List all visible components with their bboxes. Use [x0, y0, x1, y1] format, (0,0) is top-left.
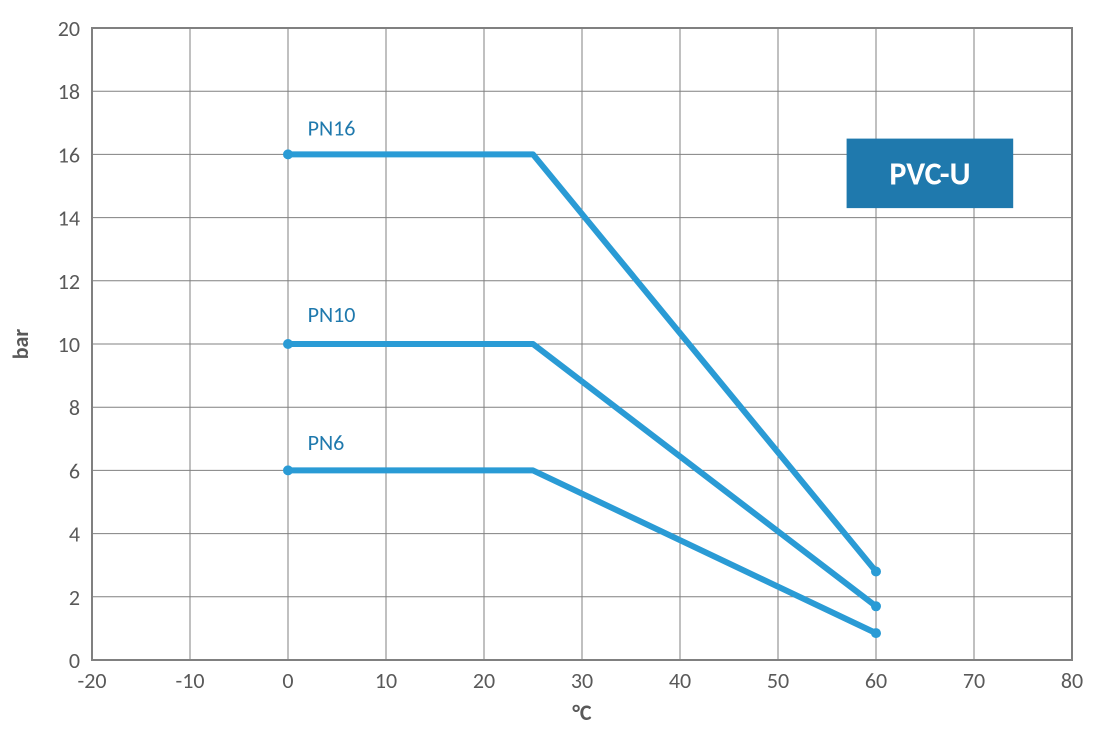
series-marker-end-pn10 — [871, 601, 881, 611]
y-tick-label: 0 — [69, 647, 80, 674]
y-tick-label: 16 — [58, 141, 80, 168]
series-label-pn10: PN10 — [308, 301, 356, 328]
y-tick-label: 4 — [69, 521, 80, 548]
x-tick-label: 10 — [375, 667, 397, 694]
y-tick-label: 12 — [58, 268, 80, 295]
y-tick-label: 6 — [69, 457, 80, 484]
series-marker-start-pn10 — [283, 339, 293, 349]
y-tick-label: 8 — [69, 394, 80, 421]
series-marker-start-pn16 — [283, 149, 293, 159]
series-marker-start-pn6 — [283, 465, 293, 475]
pressure-temperature-chart: -20 -10 0 10 20 30 40 50 60 70 80 0 2 4 6 8 10 12 14 16 18 20… — [0, 0, 1098, 729]
series-label-pn16: PN16 — [308, 114, 356, 141]
y-axis-label: bar — [7, 329, 34, 360]
x-tick-label: 80 — [1061, 667, 1083, 694]
x-tick-label: -20 — [77, 667, 106, 694]
x-tick-label: 60 — [865, 667, 887, 694]
x-tick-label: 30 — [571, 667, 593, 694]
x-tick-label: 50 — [767, 667, 789, 694]
x-tick-label: 20 — [473, 667, 495, 694]
legend-text: PVC-U — [889, 154, 970, 193]
x-tick-label: 0 — [282, 667, 293, 694]
y-tick-label: 18 — [58, 78, 80, 105]
x-axis-label: °C — [572, 699, 592, 726]
series-marker-end-pn6 — [871, 628, 881, 638]
y-tick-label: 10 — [58, 331, 80, 358]
series-marker-end-pn16 — [871, 567, 881, 577]
series-label-pn6: PN6 — [308, 429, 345, 456]
y-tick-label: 14 — [58, 205, 80, 232]
x-tick-label: 40 — [669, 667, 691, 694]
y-tick-label: 20 — [58, 15, 80, 42]
chart-container: -20 -10 0 10 20 30 40 50 60 70 80 0 2 4 6 8 10 12 14 16 18 20… — [0, 0, 1098, 729]
y-tick-label: 2 — [69, 584, 80, 611]
x-tick-label: 70 — [963, 667, 985, 694]
x-tick-label: -10 — [175, 667, 204, 694]
